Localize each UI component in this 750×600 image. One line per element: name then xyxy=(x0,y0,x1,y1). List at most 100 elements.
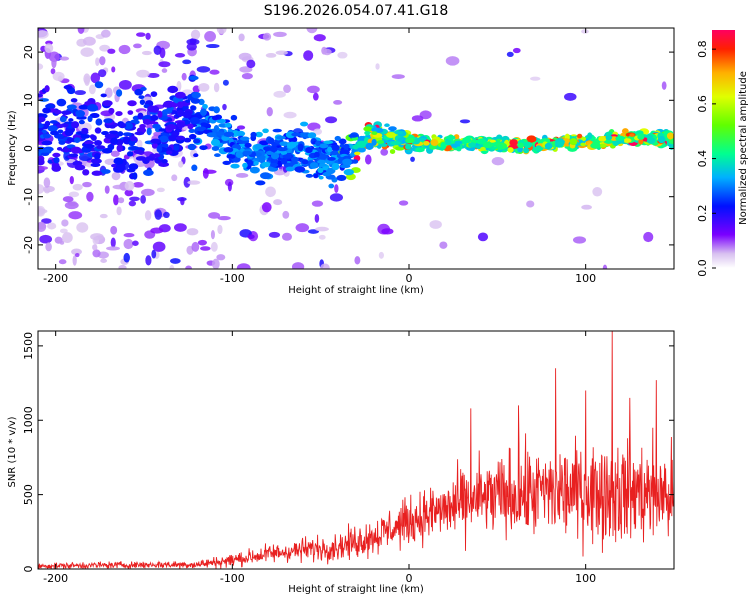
spectrogram-cell xyxy=(127,110,134,115)
spectrogram-cell xyxy=(169,258,181,264)
spectrogram-cell xyxy=(71,248,82,256)
colorbar-label: Normalized spectral amplitude xyxy=(738,71,749,225)
spectrogram-cell xyxy=(388,126,397,132)
spectrogram-cell xyxy=(286,142,296,149)
spectrogram-cell xyxy=(253,160,259,166)
spectrogram-cell xyxy=(216,28,227,35)
spectrogram-cell xyxy=(70,98,78,103)
spectrogram-cell xyxy=(222,79,229,86)
spectrogram-cell xyxy=(178,160,184,168)
spectrogram-cell xyxy=(136,32,146,37)
spectrogram-cell xyxy=(272,128,282,133)
spectrogram-cell xyxy=(309,162,319,169)
spectrogram-cell xyxy=(297,143,304,152)
x-tick-label: -100 xyxy=(220,272,245,285)
colorbar-ticks: 0.0 0.2 0.4 0.6 0.8 xyxy=(696,40,716,277)
spectrogram-cell xyxy=(262,32,272,41)
spectrogram-cell xyxy=(143,169,154,176)
spectrogram-cell xyxy=(670,137,674,145)
spectrogram-cell xyxy=(127,100,137,107)
spectrogram-cell xyxy=(113,194,119,206)
spectrogram-cell xyxy=(475,138,486,145)
spectrogram-cell xyxy=(126,168,136,173)
spectrogram-cell xyxy=(44,43,54,54)
spectrogram-cell xyxy=(315,226,329,232)
spectrogram-cell xyxy=(622,138,632,143)
spectrogram-cell xyxy=(338,138,347,145)
spectrogram-cell xyxy=(190,105,196,111)
spectrogram-cell xyxy=(145,255,152,266)
spectrogram-cell xyxy=(569,138,578,146)
spectrogram-cell xyxy=(110,150,120,157)
spectrogram-cell xyxy=(128,140,136,147)
spectrogram-cell xyxy=(572,236,587,244)
spectrogram-cell xyxy=(193,138,201,144)
spectrogram-cell xyxy=(70,121,80,129)
spectrogram-cell xyxy=(38,30,49,39)
spectrogram-cell xyxy=(90,233,104,241)
spectrogram-cell xyxy=(554,141,564,148)
spectrogram-cell xyxy=(279,141,289,147)
spectrogram-cell xyxy=(440,142,447,149)
spectrogram-cell xyxy=(405,143,412,150)
spectrogram-cell xyxy=(43,177,51,188)
spectrogram-cell xyxy=(291,132,301,137)
spectrogram-cell xyxy=(411,115,424,122)
spectrogram-cell xyxy=(313,151,320,158)
spectrogram-cell xyxy=(64,201,79,210)
spectrogram-cell xyxy=(87,115,93,123)
spectrogram-cell xyxy=(255,131,263,138)
spectrogram-cell xyxy=(266,106,273,117)
spectrogram-cell xyxy=(246,59,256,69)
spectrogram-cell xyxy=(342,143,350,150)
spectrogram-cell xyxy=(168,134,177,142)
spectrogram-cell xyxy=(59,116,67,123)
spectrogram-cell xyxy=(53,156,60,164)
spectrogram-cell xyxy=(226,153,236,159)
spectrogram-cell xyxy=(99,44,111,52)
spectrogram-cell xyxy=(322,166,329,171)
spectrogram-cell xyxy=(375,63,380,70)
spectrogram-cell xyxy=(94,127,102,134)
spectrogram-cell xyxy=(197,239,207,246)
spectrogram-cell xyxy=(644,134,654,139)
spectrogram-cell xyxy=(162,108,173,114)
spectrogram-cell xyxy=(191,91,201,99)
spectrogram-cell xyxy=(236,125,246,130)
spectrogram-cell xyxy=(158,162,170,167)
spectrogram-cell xyxy=(116,89,123,97)
spectrogram-cell xyxy=(104,87,113,98)
spectrogram-cell xyxy=(104,185,110,194)
spectrogram-cell xyxy=(97,69,107,78)
spectrogram-cell xyxy=(38,165,49,171)
spectrogram-cell xyxy=(180,197,185,206)
spectrogram-cell xyxy=(58,140,66,145)
spectrogram-cell xyxy=(38,116,46,123)
spectrogram-cell xyxy=(99,56,106,66)
spectrogram-cell xyxy=(311,200,324,207)
spectrogram-cell xyxy=(75,110,86,118)
spectrogram-cell xyxy=(193,153,199,158)
spectrogram-cell xyxy=(62,232,73,243)
spectrogram-cell xyxy=(137,112,144,120)
spectrogram-cell xyxy=(169,264,175,269)
spectrogram-cell xyxy=(50,130,59,136)
spectrogram-cell xyxy=(153,45,162,55)
spectrogram-cell xyxy=(88,84,96,95)
spectrogram-cell xyxy=(445,56,460,66)
spectrogram-cell xyxy=(526,135,537,143)
spectrogram-cell xyxy=(394,146,405,151)
spectrogram-cell xyxy=(638,138,644,145)
spectrogram-blobs xyxy=(38,28,674,269)
spectrogram-cell xyxy=(108,107,115,115)
spectrogram-cell xyxy=(222,160,231,165)
spectrogram-cell xyxy=(150,91,158,98)
spectrogram-cell xyxy=(182,111,192,119)
spectrogram-cell xyxy=(158,61,171,68)
spectrogram-cell xyxy=(95,57,100,67)
spectrogram-cell xyxy=(480,146,486,151)
spectrogram-cell xyxy=(357,147,366,153)
spectrogram-cell xyxy=(140,86,147,91)
spectrogram-cell xyxy=(163,211,170,219)
spectrogram-cell xyxy=(199,108,207,116)
